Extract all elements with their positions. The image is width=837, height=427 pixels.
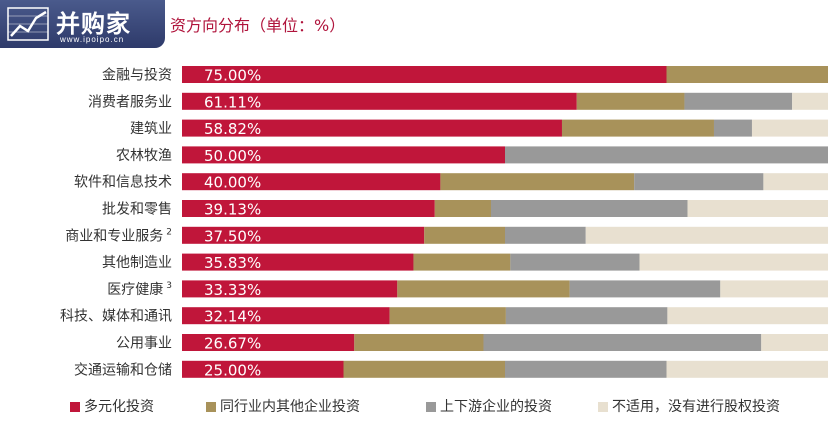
legend-swatch bbox=[426, 402, 436, 412]
category-label: 公用事业 bbox=[116, 336, 172, 352]
logo: 并购家 www.ipoipo.cn bbox=[0, 0, 165, 48]
bar-segment bbox=[713, 119, 752, 137]
bar-segment bbox=[483, 334, 762, 351]
bar-segment bbox=[505, 307, 668, 325]
data-label: 37.50% bbox=[204, 227, 261, 245]
bar-segment bbox=[561, 119, 714, 137]
bar-segment bbox=[505, 146, 828, 164]
data-label: 33.33% bbox=[204, 281, 261, 299]
category-label: 商业和专业服务 2 bbox=[65, 227, 172, 244]
legend-item: 多元化投资 bbox=[70, 396, 154, 416]
bar-segment bbox=[751, 119, 828, 137]
bar-segment bbox=[182, 66, 667, 83]
bar-segment bbox=[182, 253, 414, 271]
data-label: 50.00% bbox=[204, 147, 261, 165]
logo-chart-icon bbox=[7, 7, 49, 41]
data-label: 26.67% bbox=[204, 335, 261, 353]
bar-segment bbox=[182, 307, 390, 325]
data-label: 61.11% bbox=[204, 93, 261, 111]
data-label: 39.13% bbox=[204, 201, 261, 219]
category-label: 科技、媒体和通讯 bbox=[60, 309, 172, 325]
legend-label: 不适用，没有进行股权投资 bbox=[612, 399, 780, 415]
bar-segment bbox=[666, 360, 828, 378]
bar-segment bbox=[667, 307, 828, 325]
logo-url: www.ipoipo.cn bbox=[60, 35, 125, 44]
data-label: 35.83% bbox=[204, 254, 261, 272]
bar-segment bbox=[434, 200, 491, 217]
chart-title: 资方向分布（单位：%） bbox=[170, 16, 346, 35]
legend-item: 同行业内其他企业投资 bbox=[206, 396, 360, 416]
bar-segment bbox=[182, 173, 441, 191]
bar-segment bbox=[182, 119, 562, 137]
category-label: 农林牧渔 bbox=[116, 148, 172, 164]
bar-segment bbox=[397, 280, 570, 298]
bar-segment bbox=[585, 226, 828, 244]
bar-segment bbox=[761, 334, 828, 351]
bar-segment bbox=[343, 360, 505, 378]
logo-text: 并购家 bbox=[56, 9, 131, 38]
data-label: 40.00% bbox=[204, 174, 261, 192]
bar-segment bbox=[505, 360, 667, 378]
legend-swatch bbox=[70, 402, 80, 412]
bar-segment bbox=[413, 253, 511, 271]
category-label: 建筑业 bbox=[130, 121, 172, 137]
bar-segment bbox=[389, 307, 506, 325]
category-label: 其他制造业 bbox=[102, 255, 172, 271]
bar-segment bbox=[792, 92, 828, 110]
data-label: 75.00% bbox=[204, 67, 261, 85]
legend-label: 同行业内其他企业投资 bbox=[220, 399, 360, 415]
bar-segment bbox=[763, 173, 828, 191]
category-label: 医疗健康 3 bbox=[107, 281, 172, 298]
category-label: 交通运输和仓储 bbox=[74, 361, 172, 378]
bar-segment bbox=[639, 253, 828, 271]
bar-segment bbox=[182, 280, 398, 298]
category-label: 软件和信息技术 bbox=[74, 174, 172, 191]
bar-segment bbox=[505, 226, 586, 244]
bar-segment bbox=[510, 253, 640, 271]
category-label: 批发和零售 bbox=[102, 202, 172, 218]
bar-segment bbox=[684, 92, 793, 110]
bar-segment bbox=[666, 66, 828, 83]
bar-segment bbox=[440, 173, 635, 191]
data-label: 32.14% bbox=[204, 308, 261, 326]
legend-item: 上下游企业的投资 bbox=[426, 396, 552, 416]
category-label: 金融与投资 bbox=[102, 68, 172, 84]
bar-segment bbox=[182, 92, 577, 110]
bar-segment bbox=[182, 334, 355, 351]
data-label: 58.82% bbox=[204, 120, 261, 138]
bar-segment bbox=[687, 200, 828, 217]
bar-segment bbox=[182, 360, 344, 378]
legend-label: 多元化投资 bbox=[84, 399, 154, 415]
bar-segment bbox=[569, 280, 721, 298]
legend-swatch bbox=[598, 402, 608, 412]
bar-segment bbox=[634, 173, 764, 191]
category-label: 消费者服务业 bbox=[88, 94, 172, 110]
bar-segment bbox=[182, 200, 435, 217]
legend: 多元化投资 同行业内其他企业投资 上下游企业的投资 不适用，没有进行股权投资 bbox=[70, 396, 837, 420]
bar-segment bbox=[490, 200, 688, 217]
bar-segment bbox=[720, 280, 828, 298]
bar-segment bbox=[182, 146, 505, 164]
legend-item: 不适用，没有进行股权投资 bbox=[598, 396, 780, 416]
bar-segment bbox=[576, 92, 685, 110]
bar-segment bbox=[424, 226, 505, 244]
legend-label: 上下游企业的投资 bbox=[440, 399, 552, 415]
bar-segment bbox=[182, 226, 425, 244]
legend-swatch bbox=[206, 402, 216, 412]
data-label: 25.00% bbox=[204, 361, 261, 379]
bar-segment bbox=[354, 334, 484, 351]
